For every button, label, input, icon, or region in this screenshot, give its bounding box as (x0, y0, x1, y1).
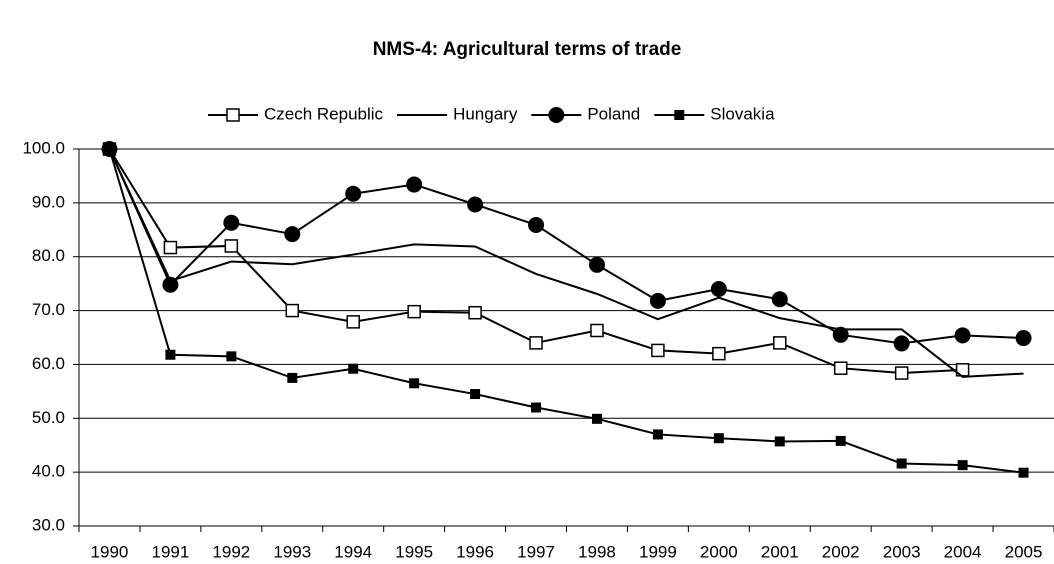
marker (407, 304, 421, 319)
marker (957, 460, 968, 471)
marker (345, 185, 362, 202)
marker (832, 326, 849, 343)
x-tick-label: 1995 (395, 542, 433, 561)
marker (773, 336, 787, 350)
marker (1018, 467, 1029, 478)
y-tick-label: 30.0 (32, 515, 65, 534)
x-tick-label: 1993 (273, 542, 311, 561)
marker (165, 349, 176, 360)
y-tick-label: 100.0 (22, 138, 65, 157)
marker (162, 276, 179, 293)
marker (224, 239, 239, 253)
marker (470, 389, 481, 400)
marker (287, 372, 298, 383)
marker (894, 366, 909, 380)
marker (774, 436, 785, 447)
x-tick-label: 1997 (517, 542, 555, 561)
marker (651, 343, 665, 358)
marker (771, 291, 788, 308)
marker (223, 214, 240, 231)
x-tick-label: 1999 (639, 542, 677, 561)
chart-title: NMS-4: Agricultural terms of trade (373, 39, 682, 60)
legend-label: Hungary (453, 104, 518, 123)
marker (588, 256, 605, 273)
marker (346, 315, 360, 329)
legend-label: Slovakia (710, 104, 775, 123)
marker (713, 433, 724, 444)
marker (710, 281, 727, 298)
marker (467, 196, 484, 213)
marker (163, 240, 178, 255)
marker (674, 110, 685, 120)
marker (348, 363, 359, 374)
marker (896, 458, 907, 469)
marker (409, 378, 420, 389)
series-line (108, 148, 1024, 345)
marker (531, 402, 542, 413)
x-tick-label: 1990 (91, 542, 129, 561)
marker (833, 361, 848, 375)
legend-label: Poland (587, 104, 640, 123)
marker (285, 303, 300, 318)
x-tick-label: 1998 (578, 542, 616, 561)
marker (649, 292, 666, 309)
y-tick-label: 90.0 (32, 192, 65, 211)
marker (226, 351, 237, 362)
marker (591, 413, 602, 424)
marker (590, 323, 604, 338)
x-tick-label: 2003 (883, 542, 921, 561)
y-tick-label: 80.0 (32, 246, 65, 265)
marker (406, 176, 423, 193)
marker (468, 305, 482, 320)
marker (835, 435, 846, 446)
x-tick-label: 2004 (944, 542, 982, 561)
marker (954, 327, 971, 344)
marker (548, 107, 565, 123)
marker (226, 108, 240, 122)
y-tick-label: 60.0 (32, 354, 65, 373)
legend-label: Czech Republic (264, 104, 384, 123)
marker (528, 216, 545, 233)
marker (529, 336, 543, 350)
series-line (108, 148, 1024, 378)
x-tick-label: 1991 (151, 542, 189, 561)
x-tick-label: 1996 (456, 542, 494, 561)
marker (652, 429, 663, 440)
y-tick-label: 50.0 (32, 408, 65, 427)
marker (104, 144, 115, 154)
x-tick-label: 1992 (212, 542, 250, 561)
x-tick-label: 2002 (822, 542, 860, 561)
series-line (108, 148, 1024, 474)
marker (712, 346, 726, 361)
x-tick-label: 1994 (334, 542, 372, 561)
marker (1015, 330, 1032, 347)
marker (893, 335, 910, 352)
y-tick-label: 40.0 (32, 462, 65, 481)
x-tick-label: 2005 (1005, 542, 1043, 561)
x-tick-label: 2001 (761, 542, 799, 561)
x-tick-label: 2000 (700, 542, 738, 561)
marker (284, 226, 301, 243)
y-tick-label: 70.0 (32, 300, 65, 319)
